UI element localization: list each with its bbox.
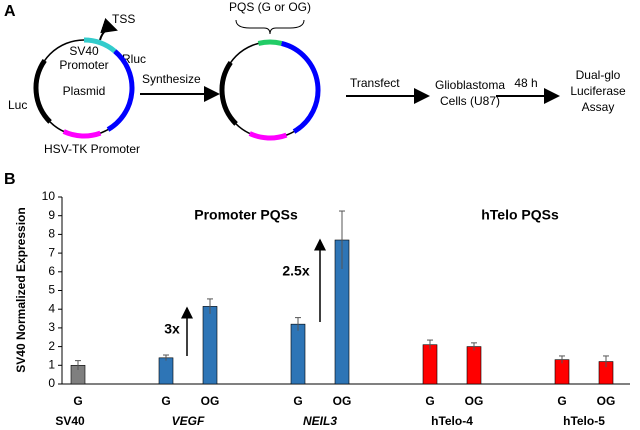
plasmid-segment xyxy=(248,131,288,141)
plasmid-segment xyxy=(62,129,102,139)
x-tick-label: G xyxy=(73,394,82,408)
x-tick-label: G xyxy=(557,394,566,408)
annotation: hTelo PQSs xyxy=(481,207,559,223)
x-tick-label: OG xyxy=(333,394,352,408)
cells-label: Cells (U87) xyxy=(440,94,500,108)
group-label: hTelo-4 xyxy=(431,414,473,428)
panel-label: A xyxy=(4,3,16,20)
panel-a: A TSS SV40 Promoter Rluc Plasmid Luc HSV… xyxy=(4,0,626,156)
error-bar xyxy=(471,342,477,351)
x-tick-label: OG xyxy=(465,394,484,408)
annotation: Promoter PQSs xyxy=(194,207,298,223)
assay-label: Dual-glo xyxy=(576,68,621,82)
error-bar xyxy=(559,355,565,364)
step-label: Synthesize xyxy=(142,72,201,86)
y-tick-label: 0 xyxy=(48,376,55,390)
y-tick-label: 7 xyxy=(48,245,55,259)
y-axis-label: SV40 Normalized Expression xyxy=(14,207,28,372)
x-tick-label: G xyxy=(293,394,302,408)
y-tick-label: 9 xyxy=(48,208,55,222)
step-label: Transfect xyxy=(350,76,400,90)
y-tick-label: 5 xyxy=(48,283,55,297)
bar xyxy=(422,344,438,385)
plasmid-segment xyxy=(106,49,135,132)
group-label: VEGF xyxy=(172,414,205,428)
annotation: 2.5x xyxy=(282,263,309,279)
error-bar xyxy=(75,360,81,370)
y-tick-label: 3 xyxy=(48,320,55,334)
x-tick-label: G xyxy=(161,394,170,408)
y-tick-label: 1 xyxy=(48,357,55,371)
error-bar xyxy=(207,298,213,314)
luc-label: Luc xyxy=(8,98,27,112)
pqs-label: PQS (G or OG) xyxy=(229,0,311,14)
bar xyxy=(466,346,482,385)
error-bar xyxy=(295,317,301,331)
promoter-label: SV40 xyxy=(69,44,99,58)
panel-label: B xyxy=(4,171,16,188)
group-label: SV40 xyxy=(55,414,85,428)
x-tick-label: OG xyxy=(201,394,220,408)
x-tick-label: OG xyxy=(597,394,616,408)
error-bar xyxy=(339,210,345,269)
bar xyxy=(202,306,218,385)
group-label: hTelo-5 xyxy=(563,414,605,428)
rluc-label: Rluc xyxy=(122,52,146,66)
tss-label: TSS xyxy=(112,12,135,26)
y-tick-label: 10 xyxy=(42,189,56,203)
error-bar xyxy=(427,339,433,350)
cells-label: Glioblastoma xyxy=(435,78,505,92)
plasmid-segment xyxy=(219,61,238,126)
y-tick-label: 2 xyxy=(48,339,55,353)
bar xyxy=(158,357,174,385)
y-tick-label: 8 xyxy=(48,227,55,241)
y-tick-label: 4 xyxy=(48,301,55,315)
assay-label: Luciferase xyxy=(570,84,626,98)
plasmid-label: Plasmid xyxy=(63,84,106,98)
assay-label: Assay xyxy=(582,100,615,114)
bar xyxy=(290,323,306,385)
plasmid-segment xyxy=(280,41,321,134)
plasmid-segment xyxy=(83,37,117,54)
y-tick-label: 6 xyxy=(48,264,55,278)
plasmid-segment xyxy=(33,59,52,124)
x-tick-label: G xyxy=(425,394,434,408)
promoter-label: Promoter xyxy=(59,58,108,72)
tss-arrow xyxy=(99,17,118,41)
step-label: 48 h xyxy=(514,76,537,90)
error-bar xyxy=(603,355,609,368)
group-label: NEIL3 xyxy=(303,414,337,428)
annotation: 3x xyxy=(164,321,180,337)
hsv-label: HSV-TK Promoter xyxy=(44,142,140,156)
plasmid-segment xyxy=(257,39,283,46)
error-bar xyxy=(163,354,169,361)
bracket xyxy=(235,19,305,35)
